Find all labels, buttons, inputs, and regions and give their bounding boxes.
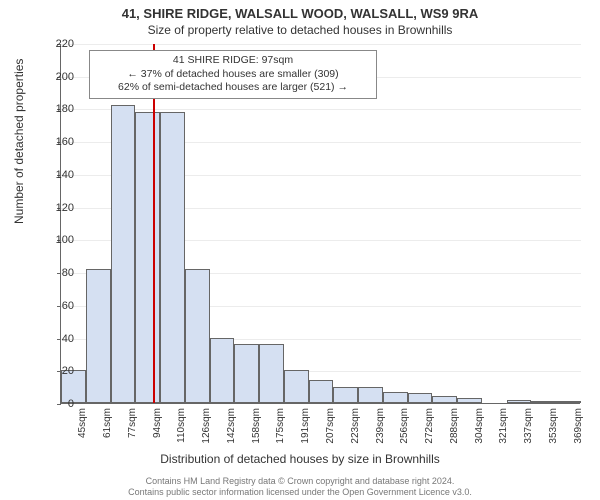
ytick-label: 160 <box>44 136 74 148</box>
xtick-label: 223sqm <box>350 408 361 444</box>
histogram-bar <box>234 344 259 403</box>
xtick-label: 239sqm <box>375 408 386 444</box>
histogram-bar <box>160 112 185 403</box>
xtick-label: 110sqm <box>176 408 187 443</box>
histogram-plot: 45sqm61sqm77sqm94sqm110sqm126sqm142sqm15… <box>60 44 580 404</box>
ytick-label: 80 <box>44 267 74 279</box>
histogram-bar <box>507 400 532 403</box>
histogram-bar <box>408 393 433 403</box>
xtick-label: 61sqm <box>102 408 113 438</box>
histogram-bar <box>309 380 334 403</box>
xtick-label: 321sqm <box>498 408 509 444</box>
xtick-label: 45sqm <box>77 408 88 438</box>
histogram-bar <box>284 370 309 403</box>
footer-line1: Contains HM Land Registry data © Crown c… <box>0 476 600 487</box>
histogram-bar <box>111 105 136 403</box>
ytick-label: 180 <box>44 103 74 115</box>
xtick-label: 337sqm <box>523 408 534 444</box>
x-axis-label: Distribution of detached houses by size … <box>0 452 600 466</box>
ytick-label: 220 <box>44 38 74 50</box>
xtick-label: 191sqm <box>300 408 311 444</box>
annotation-line3: 62% of semi-detached houses are larger (… <box>96 81 370 95</box>
ytick-label: 200 <box>44 71 74 83</box>
histogram-bar <box>333 387 358 403</box>
gridline <box>61 109 581 110</box>
histogram-bar <box>86 269 111 403</box>
ytick-label: 0 <box>44 398 74 410</box>
ytick-label: 120 <box>44 202 74 214</box>
annotation-line2: ← 37% of detached houses are smaller (30… <box>96 68 370 82</box>
histogram-bar <box>531 401 556 403</box>
xtick-label: 158sqm <box>251 408 262 444</box>
ytick-label: 40 <box>44 333 74 345</box>
xtick-label: 353sqm <box>548 408 559 444</box>
ytick-label: 20 <box>44 365 74 377</box>
xtick-label: 304sqm <box>474 408 485 444</box>
histogram-bar <box>259 344 284 403</box>
ytick-label: 100 <box>44 234 74 246</box>
histogram-bar <box>432 396 457 403</box>
y-axis-label: Number of detached properties <box>12 59 26 224</box>
ytick-label: 140 <box>44 169 74 181</box>
annotation-box: 41 SHIRE RIDGE: 97sqm← 37% of detached h… <box>89 50 377 99</box>
histogram-bar <box>457 398 482 403</box>
xtick-label: 94sqm <box>152 408 163 438</box>
annotation-line1: 41 SHIRE RIDGE: 97sqm <box>96 54 370 68</box>
xtick-label: 77sqm <box>127 408 138 438</box>
footer-attribution: Contains HM Land Registry data © Crown c… <box>0 476 600 498</box>
histogram-bar <box>210 338 235 403</box>
chart-subtitle: Size of property relative to detached ho… <box>0 21 600 37</box>
histogram-bar <box>135 112 160 403</box>
xtick-label: 142sqm <box>226 408 237 444</box>
xtick-label: 288sqm <box>449 408 460 444</box>
ytick-label: 60 <box>44 300 74 312</box>
chart-title-address: 41, SHIRE RIDGE, WALSALL WOOD, WALSALL, … <box>0 0 600 21</box>
histogram-bar <box>358 387 383 403</box>
xtick-label: 207sqm <box>325 408 336 444</box>
gridline <box>61 44 581 45</box>
xtick-label: 126sqm <box>201 408 212 444</box>
xtick-label: 272sqm <box>424 408 435 444</box>
xtick-label: 369sqm <box>573 408 584 444</box>
histogram-bar <box>185 269 210 403</box>
histogram-bar <box>383 392 408 403</box>
xtick-label: 175sqm <box>275 408 286 444</box>
footer-line2: Contains public sector information licen… <box>0 487 600 498</box>
xtick-label: 256sqm <box>399 408 410 444</box>
histogram-bar <box>556 401 581 403</box>
